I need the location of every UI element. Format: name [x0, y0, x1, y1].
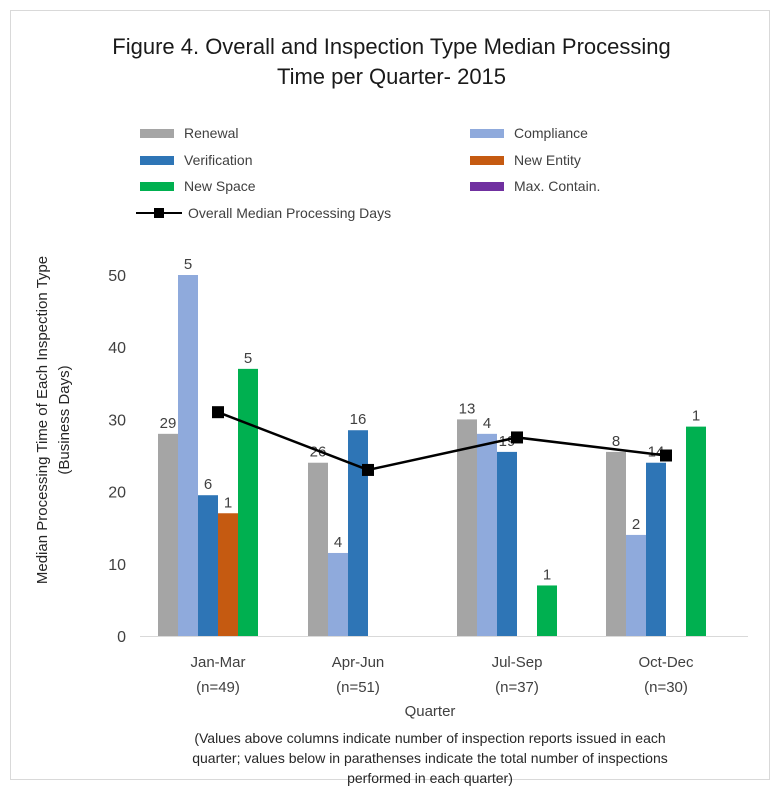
data-label-compliance-1: 4: [334, 534, 342, 551]
data-label-renewal-3: 8: [612, 433, 620, 450]
x-tick-count-1: (n=51): [336, 679, 380, 696]
x-tick-label-0: Jan-Mar: [190, 654, 245, 671]
data-label-renewal-2: 13: [459, 400, 476, 417]
data-label-verification-1: 16: [350, 411, 367, 428]
data-label-verification-0: 6: [204, 476, 212, 493]
bar-compliance-3: [626, 534, 646, 636]
legend-swatch-overall: [136, 208, 182, 218]
overall-median-point-1: [362, 463, 374, 476]
legend-label-verification: Verification: [184, 152, 253, 168]
data-label-new-entity-0: 1: [224, 494, 232, 511]
x-tick-count-3: (n=30): [644, 679, 688, 696]
bar-verification-0: [198, 495, 218, 636]
bar-verification-2: [497, 451, 517, 636]
x-tick-label-3: Oct-Dec: [638, 654, 694, 671]
bar-verification-3: [646, 462, 666, 636]
chart-frame: [10, 10, 770, 780]
bar-renewal-1: [308, 462, 328, 636]
y-axis-label-line-2: (Business Days): [56, 365, 73, 474]
data-label-new-space-3: 1: [692, 408, 700, 425]
bar-new-entity-0: [218, 513, 238, 636]
chart-footnote-line-3: performed in each quarter): [347, 770, 513, 786]
x-axis-label: Quarter: [404, 703, 456, 720]
y-axis-label-line-1: Median Processing Time of Each Inspectio…: [34, 256, 51, 584]
legend-item-compliance: Compliance: [470, 125, 588, 141]
data-label-compliance-3: 2: [632, 516, 640, 533]
bar-verification-1: [348, 430, 368, 636]
legend-swatch-new-space: [140, 181, 174, 191]
chart-footnote-line-2: quarter; values below in parathenses ind…: [192, 750, 668, 766]
legend-swatch-renewal: [140, 128, 174, 138]
y-tick-label-4: 40: [108, 340, 126, 357]
overall-median-point-0: [212, 406, 224, 419]
x-tick-count-0: (n=49): [196, 679, 240, 696]
y-tick-label-5: 50: [108, 268, 126, 285]
legend-item-overall: Overall Median Processing Days: [136, 205, 391, 221]
legend-label-overall: Overall Median Processing Days: [188, 205, 392, 221]
bar-new-space-3: [686, 426, 706, 636]
overall-median-point-2: [511, 431, 523, 444]
legend-label-renewal: Renewal: [184, 125, 239, 141]
legend-swatch-max-contain: [470, 181, 504, 191]
chart-footnote-line-1: (Values above columns indicate number of…: [194, 730, 666, 746]
chart-footnote: (Values above columns indicate number of…: [120, 728, 740, 788]
legend-item-new-entity: New Entity: [470, 152, 581, 168]
bar-renewal-0: [158, 433, 178, 636]
bar-compliance-0: [178, 275, 198, 636]
chart-title-line-2: Time per Quarter- 2015: [276, 64, 507, 89]
bar-renewal-3: [606, 451, 626, 636]
data-label-new-space-0: 5: [244, 350, 252, 367]
y-tick-label-0: 0: [117, 629, 126, 646]
data-label-new-space-2: 1: [543, 566, 551, 583]
legend-label-new-entity: New Entity: [514, 152, 581, 168]
y-tick-label-2: 20: [108, 485, 126, 502]
bar-new-space-0: [238, 368, 258, 636]
overall-median-point-3: [660, 449, 672, 462]
bar-compliance-1: [328, 552, 348, 636]
data-label-compliance-0: 5: [184, 256, 192, 273]
legend-item-max-contain: Max. Contain.: [470, 178, 600, 194]
chart-title: Figure 4. Overall and Inspection Type Me…: [0, 32, 783, 92]
legend-label-max-contain: Max. Contain.: [514, 178, 601, 194]
legend-item-new-space: New Space: [140, 178, 256, 194]
legend-label-new-space: New Space: [184, 178, 256, 194]
overall-median-line: [217, 411, 667, 472]
x-tick-label-2: Jul-Sep: [492, 654, 543, 671]
x-tick-count-2: (n=37): [495, 679, 539, 696]
legend-item-verification: Verification: [140, 152, 252, 168]
legend-swatch-new-entity: [470, 155, 504, 165]
bar-renewal-2: [457, 419, 477, 636]
data-label-renewal-0: 29: [160, 415, 177, 432]
chart-title-line-1: Figure 4. Overall and Inspection Type Me…: [112, 34, 671, 59]
legend-item-renewal: Renewal: [140, 125, 238, 141]
y-tick-label-3: 30: [108, 412, 126, 429]
legend-swatch-compliance: [470, 128, 504, 138]
bar-compliance-2: [477, 433, 497, 636]
y-axis-label: Median Processing Time of Each Inspectio…: [34, 256, 73, 584]
legend-swatch-verification: [140, 155, 174, 165]
legend-label-compliance: Compliance: [514, 125, 588, 141]
y-tick-label-1: 10: [108, 557, 126, 574]
bar-new-space-2: [537, 585, 557, 636]
data-label-compliance-2: 4: [483, 415, 491, 432]
x-tick-label-1: Apr-Jun: [332, 654, 385, 671]
